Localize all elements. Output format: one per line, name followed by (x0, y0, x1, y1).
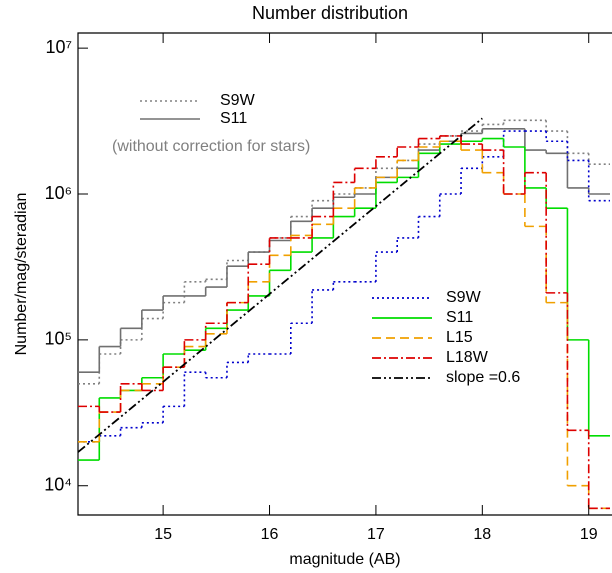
legend-label: slope =0.6 (446, 369, 520, 386)
y-tick-label: 10⁵ (45, 329, 72, 349)
y-tick-label: 10⁶ (45, 183, 72, 203)
plot-frame (77, 32, 612, 516)
legend-label: L15 (446, 329, 473, 346)
x-tick-label: 16 (261, 526, 279, 543)
x-tick-label: 15 (154, 526, 172, 543)
legend-label: S11 (446, 309, 473, 326)
x-tick-label: 17 (367, 526, 385, 543)
y-axis-label: Number/mag/steradian (13, 193, 30, 356)
plot-area (78, 117, 610, 510)
x-axis-label: magnitude (AB) (289, 551, 400, 568)
legend-note: (without correction for stars) (112, 138, 310, 155)
legend-label: S9W (446, 289, 482, 306)
y-tick-label: 10⁴ (44, 474, 72, 494)
y-tick-label: 10⁷ (45, 37, 72, 57)
legend-label: L18W (446, 349, 489, 366)
x-tick-label: 19 (580, 526, 598, 543)
x-tick-label: 18 (473, 526, 491, 543)
legend-label: S9W (220, 92, 256, 109)
fit-line (78, 117, 483, 453)
chart-title: Number distribution (252, 3, 408, 23)
legend-label: S11 (220, 110, 247, 127)
